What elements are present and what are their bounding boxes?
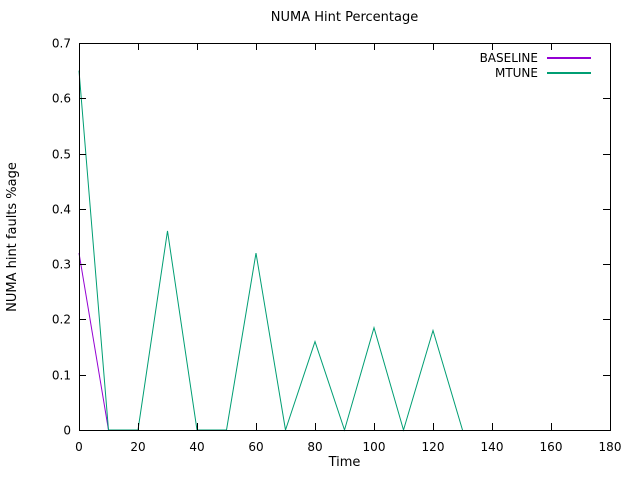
y-tick-label: 0.6 — [52, 92, 71, 106]
x-tick-label: 120 — [422, 440, 445, 454]
x-tick-label: 140 — [481, 440, 504, 454]
x-tick-label: 40 — [189, 440, 204, 454]
y-tick-label: 0.5 — [52, 148, 71, 162]
x-tick-label: 0 — [75, 440, 83, 454]
x-tick-label: 180 — [599, 440, 622, 454]
y-tick-label: 0.1 — [52, 369, 71, 383]
legend-line-sample-baseline — [547, 56, 591, 59]
x-tick-label: 20 — [130, 440, 145, 454]
x-tick-label: 160 — [540, 440, 563, 454]
x-tick-label: 80 — [307, 440, 322, 454]
legend-line-sample-mtune — [547, 71, 591, 74]
legend-entry-mtune: MTUNE — [480, 65, 591, 80]
legend-label-mtune: MTUNE — [494, 65, 538, 80]
legend-label-baseline: BASELINE — [479, 50, 538, 65]
plot-border — [79, 43, 611, 431]
legend: BASELINE MTUNE — [480, 50, 591, 80]
x-tick-label: 100 — [363, 440, 386, 454]
x-axis-label: Time — [328, 455, 361, 470]
chart-title: NUMA Hint Percentage — [270, 10, 419, 25]
series-line-baseline — [78, 253, 109, 431]
y-tick-label: 0 — [63, 424, 71, 438]
y-tick-label: 0.7 — [52, 37, 71, 51]
y-tick-label: 0.2 — [52, 313, 71, 327]
series-line-mtune — [78, 70, 463, 432]
legend-entry-baseline: BASELINE — [480, 50, 591, 65]
x-tick-label: 60 — [248, 440, 263, 454]
y-tick-label: 0.3 — [52, 258, 71, 272]
y-tick-label: 0.4 — [52, 203, 71, 217]
